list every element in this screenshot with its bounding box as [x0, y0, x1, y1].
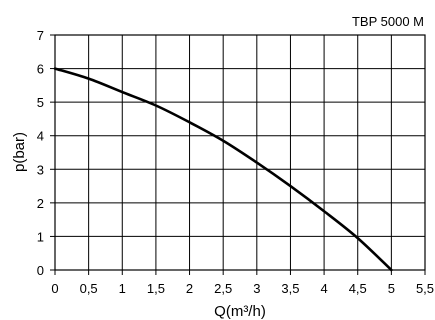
y-tick-label: 3 — [37, 162, 44, 177]
y-tick-label: 7 — [37, 28, 44, 43]
x-tick-label: 1 — [119, 281, 126, 296]
x-tick-label: 5 — [388, 281, 395, 296]
x-axis-label: Q(m³/h) — [214, 303, 266, 320]
y-tick-label: 1 — [37, 229, 44, 244]
x-tick-labels: 0 0,5 1 1,5 2 2,5 3 3,5 4 4,5 5 5,5 — [51, 281, 434, 296]
plot-border — [54, 34, 426, 271]
x-tick-label: 4,5 — [349, 281, 367, 296]
x-tick-label: 4 — [320, 281, 327, 296]
y-tick-label: 2 — [37, 196, 44, 211]
x-tick-label: 3,5 — [281, 281, 299, 296]
x-tick-label: 0,5 — [80, 281, 98, 296]
y-tick-label: 4 — [37, 129, 44, 144]
series-layer — [53, 67, 393, 272]
x-tick-label: 2,5 — [214, 281, 232, 296]
y-tick-label: 6 — [37, 62, 44, 77]
x-tick-label: 0 — [51, 281, 58, 296]
chart-title: TBP 5000 M — [352, 14, 424, 29]
pressure-curve-line — [53, 67, 393, 272]
y-tick-labels: 0 1 2 3 4 5 6 7 — [37, 28, 44, 278]
y-axis-label: p(bar) — [11, 132, 28, 172]
x-tick-label: 5,5 — [416, 281, 434, 296]
y-tick-label: 5 — [37, 95, 44, 110]
y-tick-label: 0 — [37, 263, 44, 278]
x-tick-label: 3 — [253, 281, 260, 296]
x-tick-label: 2 — [186, 281, 193, 296]
x-tick-label: 1,5 — [147, 281, 165, 296]
plot-frame — [50, 34, 426, 275]
